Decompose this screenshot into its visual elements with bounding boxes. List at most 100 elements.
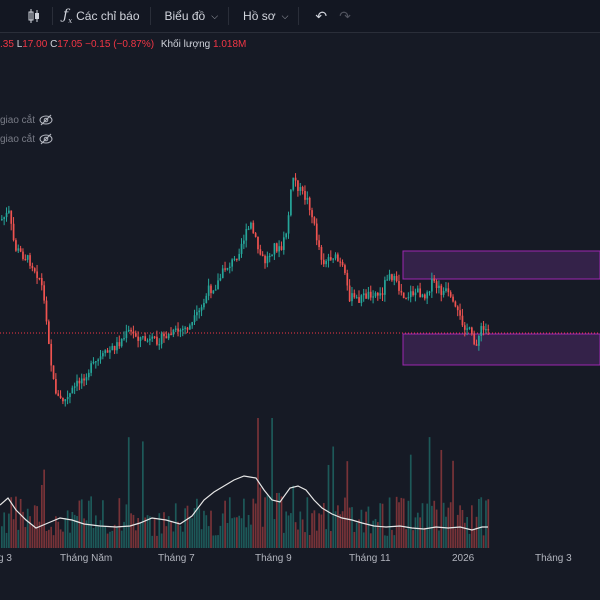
candle-body [144,336,147,341]
volume-bar [158,513,161,548]
volume-bar [339,514,342,548]
candle-body [31,265,34,269]
candle-body [325,260,327,265]
volume-bar [214,535,217,548]
volume-bar [388,497,391,548]
volume-bar [384,535,386,548]
layout-menu-button[interactable]: Hồ sơ ⌵ [233,0,294,32]
volume-bar [174,503,177,548]
volume-bar [97,526,100,548]
candle-body [55,379,57,394]
volume-bar [228,497,231,548]
volume-bar [240,518,243,548]
volume-bar [268,496,271,548]
candle-body [153,336,156,338]
volume-bar [19,498,22,548]
volume-bar [393,535,396,548]
candle-body [238,253,241,260]
candle-body [362,293,365,296]
candle-body [318,240,320,248]
volume-bar [405,529,407,548]
candle-body [99,356,102,360]
volume-bar [40,484,43,548]
volume-bar [118,498,121,548]
volume-bar [31,525,34,548]
candle-body [90,363,92,373]
volume-bar [374,518,377,548]
volume-bar [320,514,323,548]
indicator-row[interactable]: giao cắt [0,114,53,126]
eye-crossed-icon[interactable] [39,133,53,145]
volume-bar [120,530,123,548]
volume-bar [358,519,360,548]
volume-bar [259,487,262,548]
candle-body [372,296,374,298]
candle-body [320,247,323,260]
candle-type-button[interactable] [0,0,48,32]
volume-bar [144,517,147,548]
volume-bar [177,521,179,548]
candle-body [83,378,85,381]
x-axis-label: g 3 [0,553,12,564]
indicator-label: giao cắt [0,133,36,145]
volume-bar [191,518,194,548]
volume-bar [181,531,184,548]
volume-bar [43,469,45,548]
candle-body [391,274,393,281]
candle-body [259,249,262,255]
volume-bar [487,499,490,548]
candle-body [400,290,403,293]
candle-body [308,197,311,211]
candle-body [264,255,266,264]
volume-bar [315,530,318,548]
chart-menu-button[interactable]: Biểu đồ ⌵ [155,0,225,32]
volume-bar [407,500,410,548]
candle-body [431,278,433,292]
candle-body [38,277,41,280]
candle-body [454,301,457,307]
layout-menu-label: Hồ sơ [243,9,276,23]
candle-body [76,380,78,387]
candle-body [438,285,440,288]
redo-button[interactable]: ↷ [333,0,357,32]
eye-crossed-icon[interactable] [39,114,53,126]
candle-body [348,285,351,302]
toolbar-divider [298,7,300,25]
volume-bar [306,497,309,548]
volume-bar [438,530,440,548]
volume-bar [381,503,384,548]
candle-body [482,326,485,330]
volume-bar [212,535,215,548]
indicators-button[interactable]: ƒx Các chỉ báo [57,0,146,32]
candle-body [167,333,170,339]
volume-bar [198,508,201,548]
candle-body [3,217,6,220]
volume-bar [318,513,320,548]
candle-body [334,254,337,259]
volume-bar [132,514,135,548]
candle-body [440,285,443,295]
candle-body [304,190,306,200]
candle-body [29,255,31,266]
candle-body [158,344,161,346]
volume-bar [76,516,78,548]
undo-button[interactable]: ↶ [309,0,333,32]
candle-body [69,393,71,398]
volume-bar [299,511,302,548]
volume-value: 1.018M [213,39,247,50]
candle-body [104,350,107,354]
price-chart[interactable] [0,34,600,548]
volume-bar [264,497,266,548]
volume-bar [327,464,330,548]
close-value: 17.05 [57,39,83,50]
volume-bar [445,516,447,548]
indicator-row[interactable]: giao cắt [0,133,53,145]
candle-body [224,268,226,270]
volume-bar [38,521,41,548]
volume-bar [113,524,116,548]
toolbar-divider [52,7,53,25]
volume-bar [391,529,393,548]
volume-bar [48,529,50,548]
candle-body [395,276,398,282]
candle-body [80,378,83,384]
